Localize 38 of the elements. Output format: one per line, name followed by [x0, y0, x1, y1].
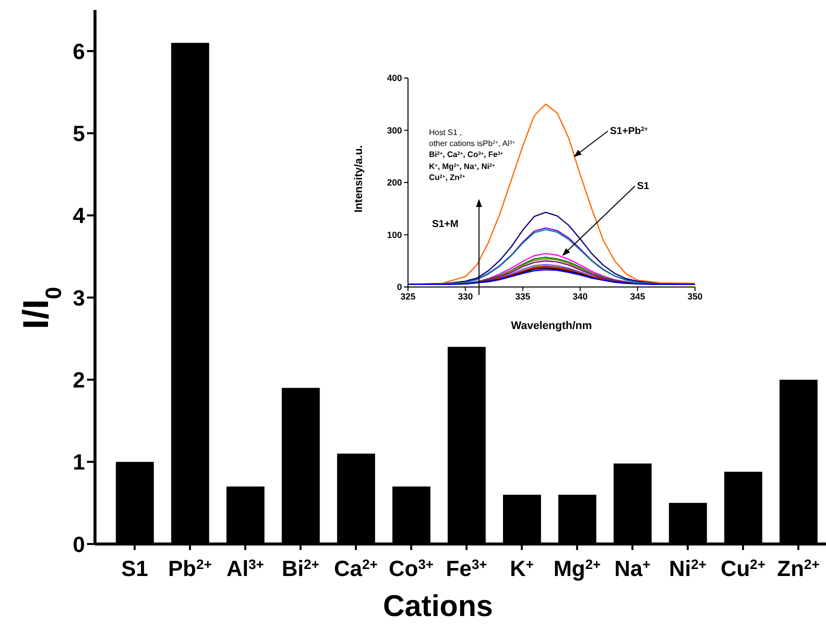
y-tick-label: 3: [72, 285, 85, 310]
x-tick-label: 350: [687, 291, 703, 302]
y-tick-label: 6: [72, 38, 85, 64]
x-tick-label: Fe$^{3+}$: [446, 556, 488, 581]
y-tick-label: 200: [386, 178, 402, 188]
annotation: S1+Pb$^{2+}$: [610, 126, 648, 137]
annotation: S1: [637, 181, 650, 192]
x-tick-label: Ca$^{2+}$: [334, 556, 378, 581]
y-tick-label: 2: [72, 368, 85, 392]
x-tick-label: K$^{+}$: [510, 556, 534, 581]
x-tick-label: Al$^{3+}$: [226, 556, 264, 581]
x-tick-label: Ni$^{2+}$: [668, 556, 707, 581]
y-tick-label: 5: [72, 121, 85, 146]
x-tick-label: 345: [630, 291, 646, 302]
x-tick-label: Bi$^{2+}$: [282, 556, 320, 581]
y-tick-label: 100: [386, 230, 402, 240]
annotation: Host S1 ,: [429, 128, 462, 137]
x-axis-title: Cations: [382, 590, 494, 623]
y-axis-title: Intensity/a.u.: [352, 145, 365, 212]
x-tick-label: Cu$^{2+}$: [720, 556, 766, 581]
x-tick-label: Zn$^{2+}$: [777, 556, 820, 581]
x-tick-label: 325: [400, 291, 416, 302]
x-tick-label: Co$^{3+}$: [388, 556, 434, 581]
x-tick-label: 335: [515, 291, 530, 302]
y-tick-label: 300: [386, 125, 402, 136]
y-tick-label: 400: [386, 73, 402, 84]
annotation: S1+M: [432, 219, 458, 230]
x-tick-label: 340: [572, 291, 588, 302]
x-tick-label: Pb$^{2+}$: [168, 556, 212, 581]
x-tick-label: 330: [458, 291, 473, 302]
y-tick-label: 0: [72, 532, 85, 557]
y-tick-label: 0: [396, 282, 402, 292]
x-axis-title: Wavelength/nm: [511, 320, 592, 332]
x-tick-label: S1: [121, 556, 148, 581]
x-tick-label: Mg$^{2+}$: [553, 556, 601, 581]
y-tick-label: 1: [72, 450, 85, 475]
y-tick-label: 4: [72, 203, 86, 228]
x-tick-label: Na$^{+}$: [614, 556, 650, 581]
